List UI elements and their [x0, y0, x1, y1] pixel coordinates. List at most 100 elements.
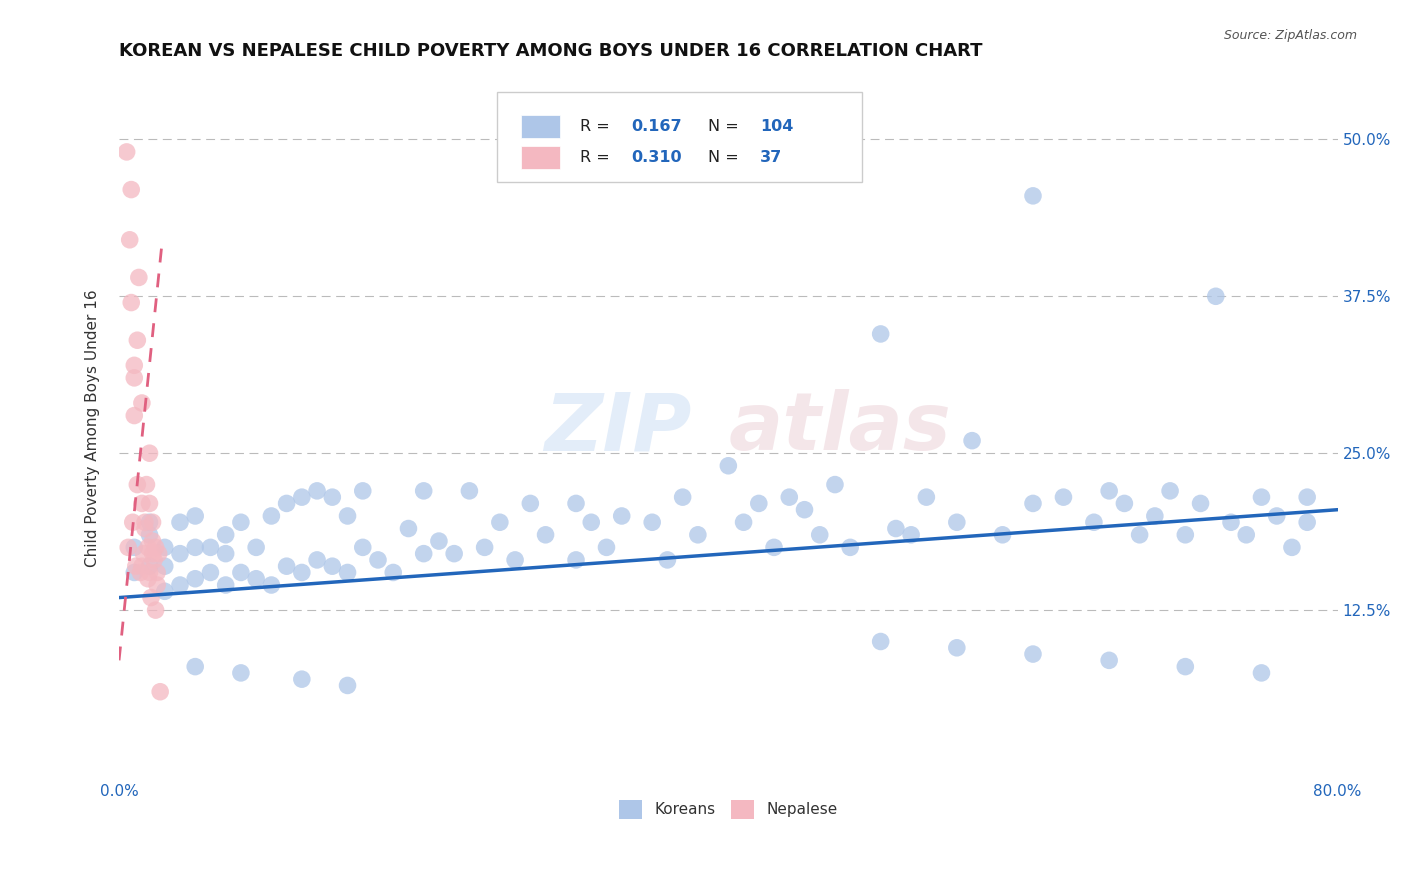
Point — [184, 572, 207, 586]
Point — [321, 559, 343, 574]
Point — [733, 515, 755, 529]
Point — [900, 528, 922, 542]
Point — [1022, 189, 1045, 203]
Point — [138, 528, 160, 542]
Point — [142, 547, 165, 561]
Point — [1083, 515, 1105, 529]
Point — [260, 508, 283, 523]
Point — [184, 508, 207, 523]
Point — [686, 528, 709, 542]
Point — [1098, 653, 1121, 667]
Point — [915, 490, 938, 504]
Point — [138, 446, 160, 460]
Point — [138, 496, 160, 510]
Point — [117, 541, 139, 555]
Point — [124, 359, 146, 373]
Legend: Koreans, Nepalese: Koreans, Nepalese — [613, 794, 844, 825]
Point — [808, 528, 831, 542]
Point — [138, 559, 160, 574]
Point — [136, 572, 159, 586]
Point — [145, 603, 167, 617]
Point — [641, 515, 664, 529]
Text: 37: 37 — [761, 150, 782, 165]
Point — [131, 559, 153, 574]
Point — [1234, 528, 1257, 542]
Point — [139, 591, 162, 605]
Point — [1281, 541, 1303, 555]
Text: 0.310: 0.310 — [631, 150, 682, 165]
Point — [610, 508, 633, 523]
Point — [291, 672, 314, 686]
Point — [143, 553, 166, 567]
Point — [1189, 496, 1212, 510]
Point — [1220, 515, 1243, 529]
Point — [229, 566, 252, 580]
Text: KOREAN VS NEPALESE CHILD POVERTY AMONG BOYS UNDER 16 CORRELATION CHART: KOREAN VS NEPALESE CHILD POVERTY AMONG B… — [120, 42, 983, 60]
Point — [146, 578, 169, 592]
Point — [276, 496, 298, 510]
Point — [534, 528, 557, 542]
Point — [793, 502, 815, 516]
Point — [672, 490, 695, 504]
Point — [229, 665, 252, 680]
Point — [1159, 483, 1181, 498]
Point — [120, 183, 142, 197]
Point — [412, 483, 434, 498]
Point — [519, 496, 541, 510]
Point — [443, 547, 465, 561]
Point — [200, 566, 222, 580]
Point — [991, 528, 1014, 542]
Point — [307, 553, 329, 567]
Point — [884, 522, 907, 536]
Point — [352, 541, 374, 555]
Point — [1052, 490, 1074, 504]
FancyBboxPatch shape — [496, 92, 862, 182]
Point — [131, 496, 153, 510]
Point — [129, 566, 152, 580]
Text: ZIP: ZIP — [544, 389, 692, 467]
Point — [321, 490, 343, 504]
Point — [118, 233, 141, 247]
Point — [1174, 528, 1197, 542]
Point — [581, 515, 603, 529]
Point — [115, 145, 138, 159]
Point — [778, 490, 800, 504]
Point — [145, 541, 167, 555]
Point — [336, 566, 359, 580]
Point — [125, 559, 148, 574]
Point — [595, 541, 617, 555]
Point — [382, 566, 405, 580]
Point — [124, 371, 146, 385]
Point — [142, 534, 165, 549]
Point — [135, 477, 157, 491]
Point — [1022, 647, 1045, 661]
Text: 104: 104 — [761, 119, 793, 134]
Point — [169, 578, 191, 592]
Point — [565, 496, 588, 510]
Point — [142, 515, 165, 529]
Text: R =: R = — [579, 150, 614, 165]
Point — [1098, 483, 1121, 498]
Point — [398, 522, 420, 536]
Point — [1143, 508, 1166, 523]
Point — [291, 566, 314, 580]
Point — [869, 326, 891, 341]
Point — [946, 515, 969, 529]
Point — [153, 584, 176, 599]
Point — [336, 678, 359, 692]
Point — [489, 515, 512, 529]
Point — [291, 490, 314, 504]
Point — [132, 547, 155, 561]
Point — [127, 477, 149, 491]
Point — [169, 515, 191, 529]
Point — [184, 659, 207, 673]
Point — [215, 528, 238, 542]
Point — [138, 566, 160, 580]
Point — [260, 578, 283, 592]
Point — [184, 541, 207, 555]
Point — [565, 553, 588, 567]
Point — [367, 553, 389, 567]
Point — [146, 566, 169, 580]
Point — [352, 483, 374, 498]
Point — [336, 508, 359, 523]
